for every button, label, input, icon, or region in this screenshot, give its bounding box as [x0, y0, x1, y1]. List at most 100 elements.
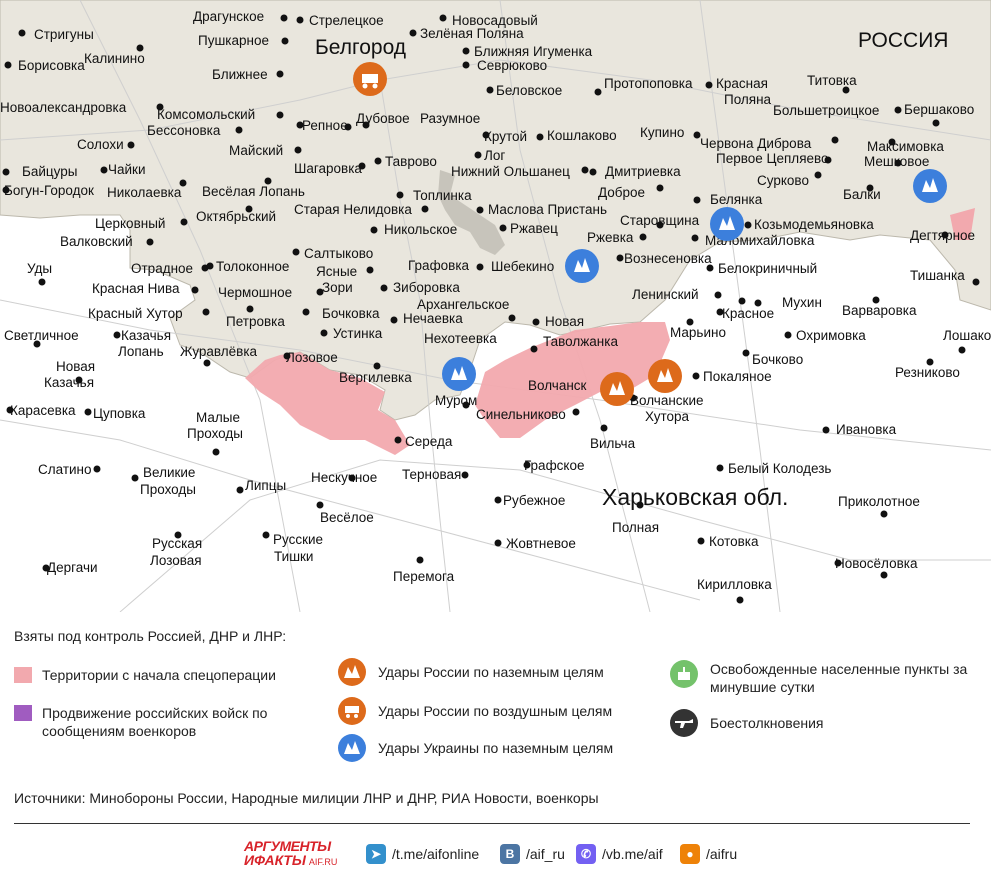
place-label: Муром	[435, 393, 477, 408]
place-label: Ясные	[316, 264, 357, 279]
place-label: Синельниково	[476, 407, 566, 422]
place-label: Красная Нива	[92, 281, 180, 296]
russia-territory	[0, 0, 991, 421]
place-label: Вильча	[590, 436, 636, 451]
place-label: Проходы	[187, 426, 243, 441]
place-label: Зелёная Поляна	[420, 26, 524, 41]
place-label: Разумное	[420, 111, 480, 126]
legend-ru-ground: Удары России по наземным целям	[338, 658, 604, 686]
place-label: Резниково	[895, 365, 960, 380]
place-label: Валковский	[60, 234, 133, 249]
place-label: Дегтярное	[910, 228, 975, 243]
telegram-link[interactable]: ➤ /t.me/aifonline	[366, 844, 479, 864]
brand-line1: АРГУМЕНТЫ	[244, 838, 331, 854]
place-label: Майский	[229, 143, 283, 158]
legend: Взяты под контроль Россией, ДНР и ЛНР: Т…	[0, 612, 991, 887]
ru-air-strike-icon	[338, 697, 366, 725]
place-label: Комсомольский	[157, 107, 255, 122]
ok-label: /aifru	[706, 846, 738, 862]
place-label: Титовка	[807, 73, 857, 88]
place-label: Таволжанка	[543, 334, 618, 349]
place-label: Драгунское	[193, 9, 264, 24]
place-label: Протопоповка	[604, 76, 693, 91]
place-label: Севрюково	[477, 58, 547, 73]
legend-ru-ground-label: Удары России по наземным целям	[378, 664, 604, 680]
place-label: Ленинский	[632, 287, 699, 302]
place-label: Журавлёвка	[180, 344, 258, 359]
aif-logo[interactable]: АРГУМЕНТЫ ИФАКТЫ AIF.RU	[244, 838, 354, 870]
place-label: Хутора	[645, 409, 690, 424]
place-label: Маслова Пристань	[488, 202, 607, 217]
captured-territory-degtyarnoe	[950, 208, 975, 240]
legend-liberated: Освобожденные населенные пункты за минув…	[670, 660, 980, 696]
viber-link[interactable]: ✆ /vb.me/aif	[576, 844, 663, 864]
place-label: Красное	[722, 306, 774, 321]
place-label: Малые	[196, 410, 240, 425]
place-label: Кошлаково	[547, 128, 617, 143]
place-label: Чермошное	[218, 285, 292, 300]
ru-air-strike-marker	[353, 62, 387, 96]
ru-ground-strike-icon	[338, 658, 366, 686]
vk-icon: B	[500, 844, 520, 864]
clash-icon	[670, 709, 698, 737]
ok-link[interactable]: ● /aifru	[680, 844, 737, 864]
sources-text: Источники: Минобороны России, Народные м…	[14, 790, 599, 806]
place-label: Беловское	[496, 83, 562, 98]
ua-strike-marker	[913, 169, 947, 203]
place-label: Козьмодемьяновка	[754, 217, 874, 232]
place-label: Великие	[143, 465, 195, 480]
place-label: Николаевка	[107, 185, 182, 200]
ru-ground-strike-marker	[600, 372, 634, 406]
liberated-icon	[670, 660, 698, 688]
legend-territories-label: Территории с начала спецоперации	[42, 667, 276, 683]
place-label: Зиборовка	[393, 280, 460, 295]
place-label: Варваровка	[842, 303, 917, 318]
vk-link[interactable]: B /aif_ru	[500, 844, 565, 864]
place-label: Белянка	[710, 192, 763, 207]
place-label: Терновая	[402, 467, 461, 482]
place-label: Таврово	[385, 154, 437, 169]
place-label: Середа	[405, 434, 453, 449]
brand-site: AIF.RU	[308, 857, 338, 867]
place-label: Богун-Городок	[4, 183, 94, 198]
place-label: Старовщина	[620, 213, 700, 228]
place-label: Топлинка	[413, 188, 472, 203]
place-label: Байцуры	[22, 164, 77, 179]
divider	[14, 823, 970, 824]
place-label: Салтыково	[304, 246, 373, 261]
viber-label: /vb.me/aif	[602, 846, 663, 862]
place-label: Нескучное	[311, 470, 377, 485]
place-label: Ближнее	[212, 67, 268, 82]
place-label: Церковный	[95, 216, 165, 231]
place-label: Сурково	[757, 173, 809, 188]
place-label: Поляна	[724, 92, 772, 107]
place-label: Котовка	[709, 534, 759, 549]
place-label: Архангельское	[417, 297, 509, 312]
place-label: Графское	[524, 458, 585, 473]
place-label: Слатино	[38, 462, 92, 477]
place-label: Тишанка	[910, 268, 965, 283]
place-label: Белый Колодезь	[728, 461, 831, 476]
place-label: Зори	[322, 280, 353, 295]
place-label: Октябрьский	[196, 209, 276, 224]
place-label: Бершаково	[904, 102, 974, 117]
legend-ru-air-label: Удары России по воздушным целям	[378, 703, 613, 719]
vk-label: /aif_ru	[526, 846, 565, 862]
place-label: Стригуны	[34, 27, 94, 42]
place-label: Красный Хутор	[88, 306, 183, 321]
place-label: Светличное	[4, 328, 79, 343]
legend-clashes-label: Боестолкновения	[710, 715, 824, 731]
place-label: Борисовка	[18, 58, 85, 73]
place-label: Цуповка	[93, 406, 146, 421]
ru-ground-strike-marker	[648, 359, 682, 393]
place-label: Кирилловка	[697, 577, 772, 592]
place-label: Казачья	[121, 328, 171, 343]
place-label: Ивановка	[836, 422, 897, 437]
place-label: Липцы	[245, 478, 286, 493]
ok-icon: ●	[680, 844, 700, 864]
place-label: Вергилевка	[339, 370, 412, 385]
telegram-label: /t.me/aifonline	[392, 846, 480, 862]
viber-icon: ✆	[576, 844, 596, 864]
place-label: Червона Диброва	[700, 136, 812, 151]
place-label: Пушкарное	[198, 33, 269, 48]
